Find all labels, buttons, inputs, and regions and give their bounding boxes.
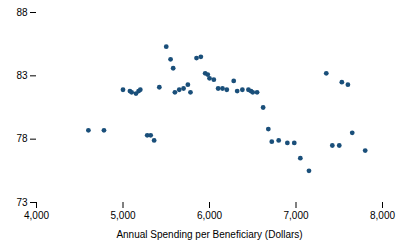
svg-text:88: 88 <box>16 7 28 18</box>
svg-text:83: 83 <box>16 70 28 81</box>
svg-text:73: 73 <box>16 197 28 208</box>
svg-text:78: 78 <box>16 133 28 144</box>
svg-text:5,000: 5,000 <box>110 210 135 221</box>
svg-text:8,000: 8,000 <box>370 210 395 221</box>
svg-text:4,000: 4,000 <box>24 210 49 221</box>
svg-text:6,000: 6,000 <box>197 210 222 221</box>
svg-text:Annual Spending per Beneficiar: Annual Spending per Beneficiary (Dollars… <box>116 229 302 240</box>
svg-text:7,000: 7,000 <box>283 210 308 221</box>
